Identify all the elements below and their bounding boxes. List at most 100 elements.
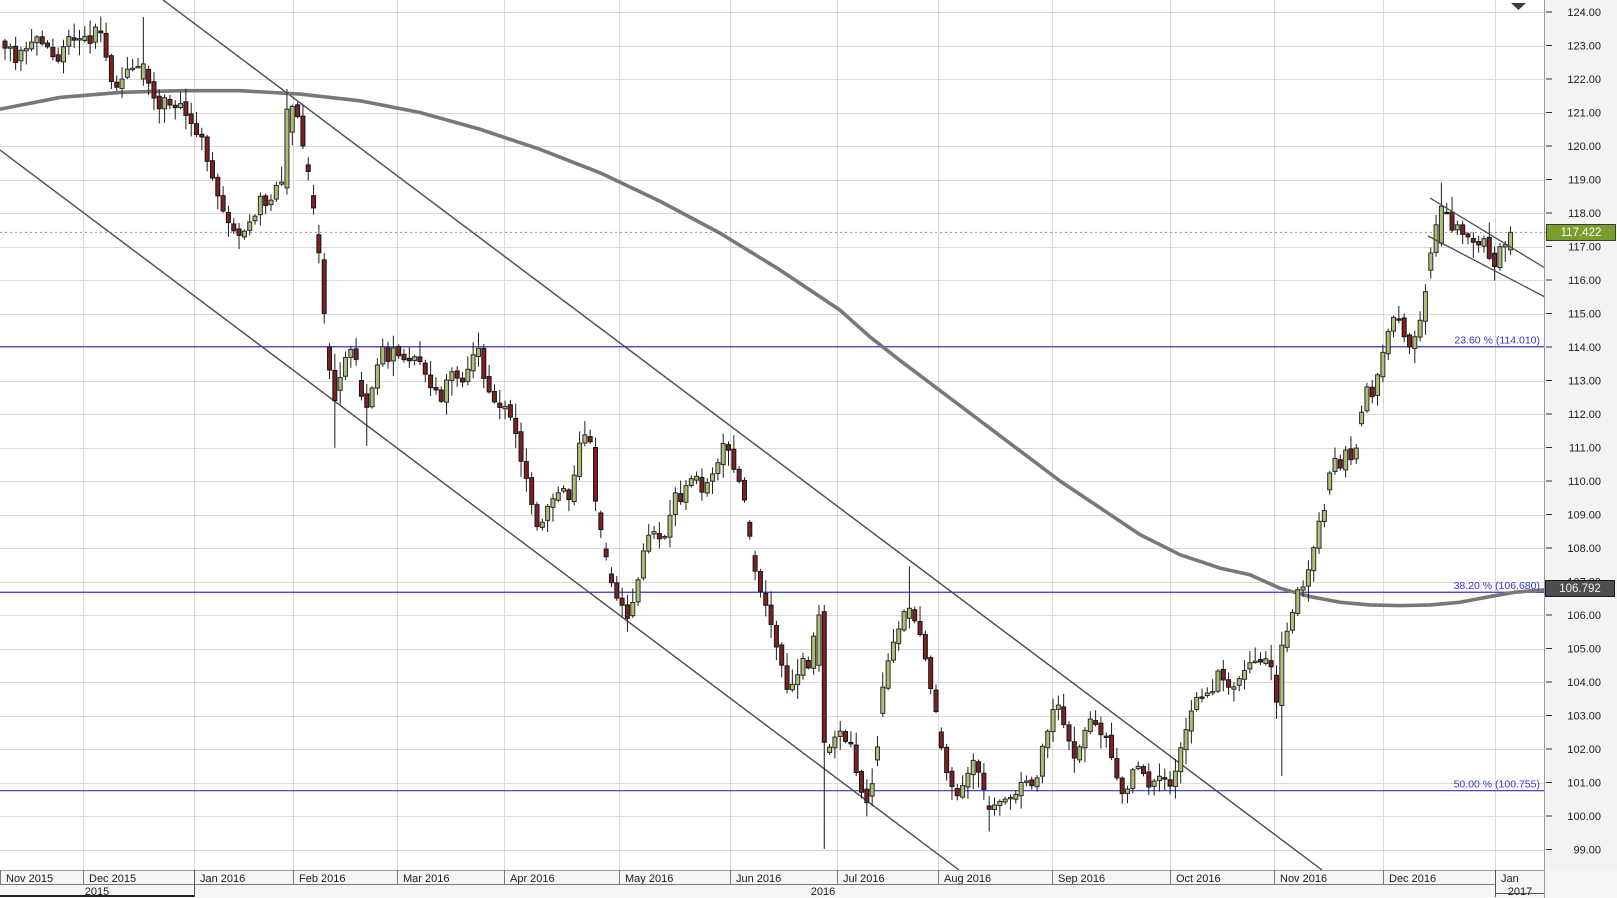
candle-body [763, 592, 769, 606]
candle-body [800, 657, 806, 676]
candle-body [103, 32, 109, 58]
price-axis-label: 123.00 [1567, 41, 1601, 53]
candle-body [545, 505, 551, 521]
candle-body [938, 731, 944, 749]
candle-body [321, 259, 327, 314]
candle-body [178, 103, 184, 108]
candle-body [374, 364, 380, 389]
candle-body [1220, 669, 1226, 681]
fib-label: 23.60 % (114.010) [1454, 335, 1540, 347]
month-label: Sep 2016 [1058, 873, 1105, 885]
price-axis-label: 121.00 [1567, 108, 1601, 120]
candle-body [1178, 747, 1184, 773]
candle-body [1023, 780, 1029, 783]
candle-body [630, 602, 636, 617]
price-axis-label: 104.00 [1567, 677, 1601, 689]
price-axis-label: 109.00 [1567, 510, 1601, 522]
candle-body [13, 45, 19, 64]
candle-body [1135, 765, 1141, 770]
trendline[interactable] [0, 149, 960, 871]
candle-body [1252, 660, 1258, 664]
candle-body [114, 81, 120, 88]
candle-body [412, 356, 418, 361]
candle-body [1300, 586, 1306, 591]
candle-body [1002, 798, 1008, 803]
candle-body [268, 199, 274, 206]
trendline[interactable] [1427, 235, 1546, 298]
candle-body [252, 215, 258, 222]
candle-body [156, 95, 162, 110]
candle-body [981, 772, 987, 790]
candle-body [385, 347, 391, 362]
candle-body [997, 800, 1003, 807]
candle-body [481, 347, 487, 379]
candle-body [1087, 718, 1093, 733]
candle-body [151, 81, 157, 99]
candle-body [1258, 659, 1264, 663]
candle-body [7, 46, 13, 49]
candle-body [1247, 662, 1253, 670]
price-axis-label: 100.00 [1567, 811, 1601, 823]
candle-body [1492, 252, 1498, 268]
candle-body [1188, 710, 1194, 732]
candle-body [864, 788, 870, 804]
candle-body [289, 105, 295, 133]
year-label: 2015 [85, 886, 109, 898]
candle-body [768, 604, 774, 625]
candle-body [976, 761, 982, 773]
candle-body [1316, 520, 1322, 549]
candle-body [624, 604, 630, 619]
candle-body [821, 611, 827, 743]
candle-body [1391, 316, 1397, 332]
last-price-tag: 117.422 [1546, 224, 1616, 241]
candle-body [273, 184, 279, 200]
candle-body [507, 404, 513, 418]
candle-body [837, 730, 843, 737]
trendline[interactable] [162, 0, 1323, 871]
candle-body [741, 479, 747, 501]
candle-body [906, 607, 912, 619]
candle-body [816, 614, 822, 666]
candle-body [593, 447, 599, 502]
candle-body [486, 376, 492, 393]
month-label: Nov 2015 [6, 873, 53, 885]
year-label: 2017 [1508, 886, 1532, 898]
candle-body [1327, 472, 1333, 491]
candle-body [311, 195, 317, 209]
month-label: Feb 2016 [299, 873, 345, 885]
candle-body [305, 164, 311, 172]
candle-body [1273, 674, 1279, 703]
candle-body [1380, 351, 1386, 378]
candle-body [805, 659, 811, 669]
candle-body [380, 346, 386, 365]
candle-body [683, 485, 689, 503]
candle-body [247, 221, 253, 231]
candle-body [364, 393, 370, 408]
month-label: Aug 2016 [944, 873, 991, 885]
candle-body [1396, 318, 1402, 321]
candle-body [236, 228, 242, 236]
candle-body [332, 369, 338, 402]
candle-body [34, 36, 40, 44]
candle-body [257, 195, 263, 216]
month-label: Oct 2016 [1176, 873, 1221, 885]
candle-body [194, 123, 200, 136]
candles-layer [2, 16, 1514, 849]
axis-menu-arrow-icon[interactable] [1511, 3, 1526, 10]
candle-body [550, 498, 556, 508]
candle-body [789, 683, 795, 691]
price-axis-label: 103.00 [1567, 711, 1601, 723]
candle-body [1140, 766, 1146, 774]
candle-body [1098, 722, 1104, 736]
candle-body [561, 488, 567, 492]
trendline[interactable] [1429, 197, 1546, 269]
candle-body [1093, 720, 1099, 725]
candle-body [18, 49, 24, 62]
candle-body [890, 641, 896, 661]
candle-body [513, 417, 519, 435]
candle-body [119, 78, 125, 89]
candle-body [497, 402, 503, 408]
fib-label: 38.20 % (106.680) [1454, 580, 1540, 592]
